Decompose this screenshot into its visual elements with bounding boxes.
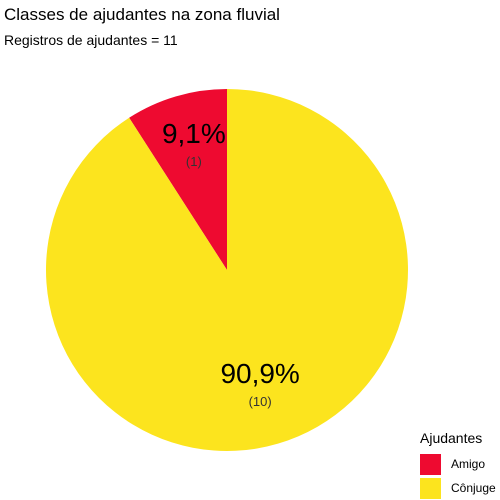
pie-label-percent: 90,9% bbox=[220, 358, 299, 389]
pie-label-count: (1) bbox=[186, 154, 202, 169]
legend-label-conjuge: Cônjuge bbox=[451, 481, 496, 495]
pie-label-count: (10) bbox=[249, 394, 272, 409]
legend-swatch-conjuge bbox=[420, 477, 441, 499]
legend-item-conjuge: Cônjuge bbox=[420, 476, 496, 500]
legend: Ajudantes Amigo Cônjuge bbox=[420, 430, 496, 500]
legend-swatch-amigo bbox=[420, 453, 441, 475]
pie-slice-c-njuge bbox=[45, 89, 408, 451]
pie-slice-amigo bbox=[129, 89, 227, 270]
chart-title: Classes de ajudantes na zona fluvial bbox=[4, 5, 280, 24]
legend-item-amigo: Amigo bbox=[420, 452, 496, 476]
legend-title: Ajudantes bbox=[420, 430, 483, 446]
legend-label-amigo: Amigo bbox=[451, 457, 486, 471]
chart-subtitle: Registros de ajudantes = 11 bbox=[4, 32, 178, 48]
pie-label-percent: 9,1% bbox=[162, 118, 226, 149]
